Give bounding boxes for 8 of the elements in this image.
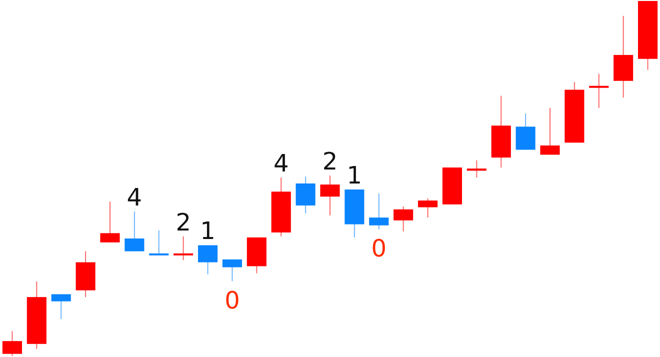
annotation: 0 bbox=[224, 286, 240, 314]
annotation: 4 bbox=[273, 149, 289, 178]
annotation: 1 bbox=[200, 217, 216, 246]
annotation: 2 bbox=[176, 208, 191, 236]
annotation: 4 bbox=[126, 184, 142, 212]
annotation: 0 bbox=[371, 234, 387, 262]
annotation: 2 bbox=[322, 148, 338, 176]
annotation: 1 bbox=[346, 162, 362, 190]
